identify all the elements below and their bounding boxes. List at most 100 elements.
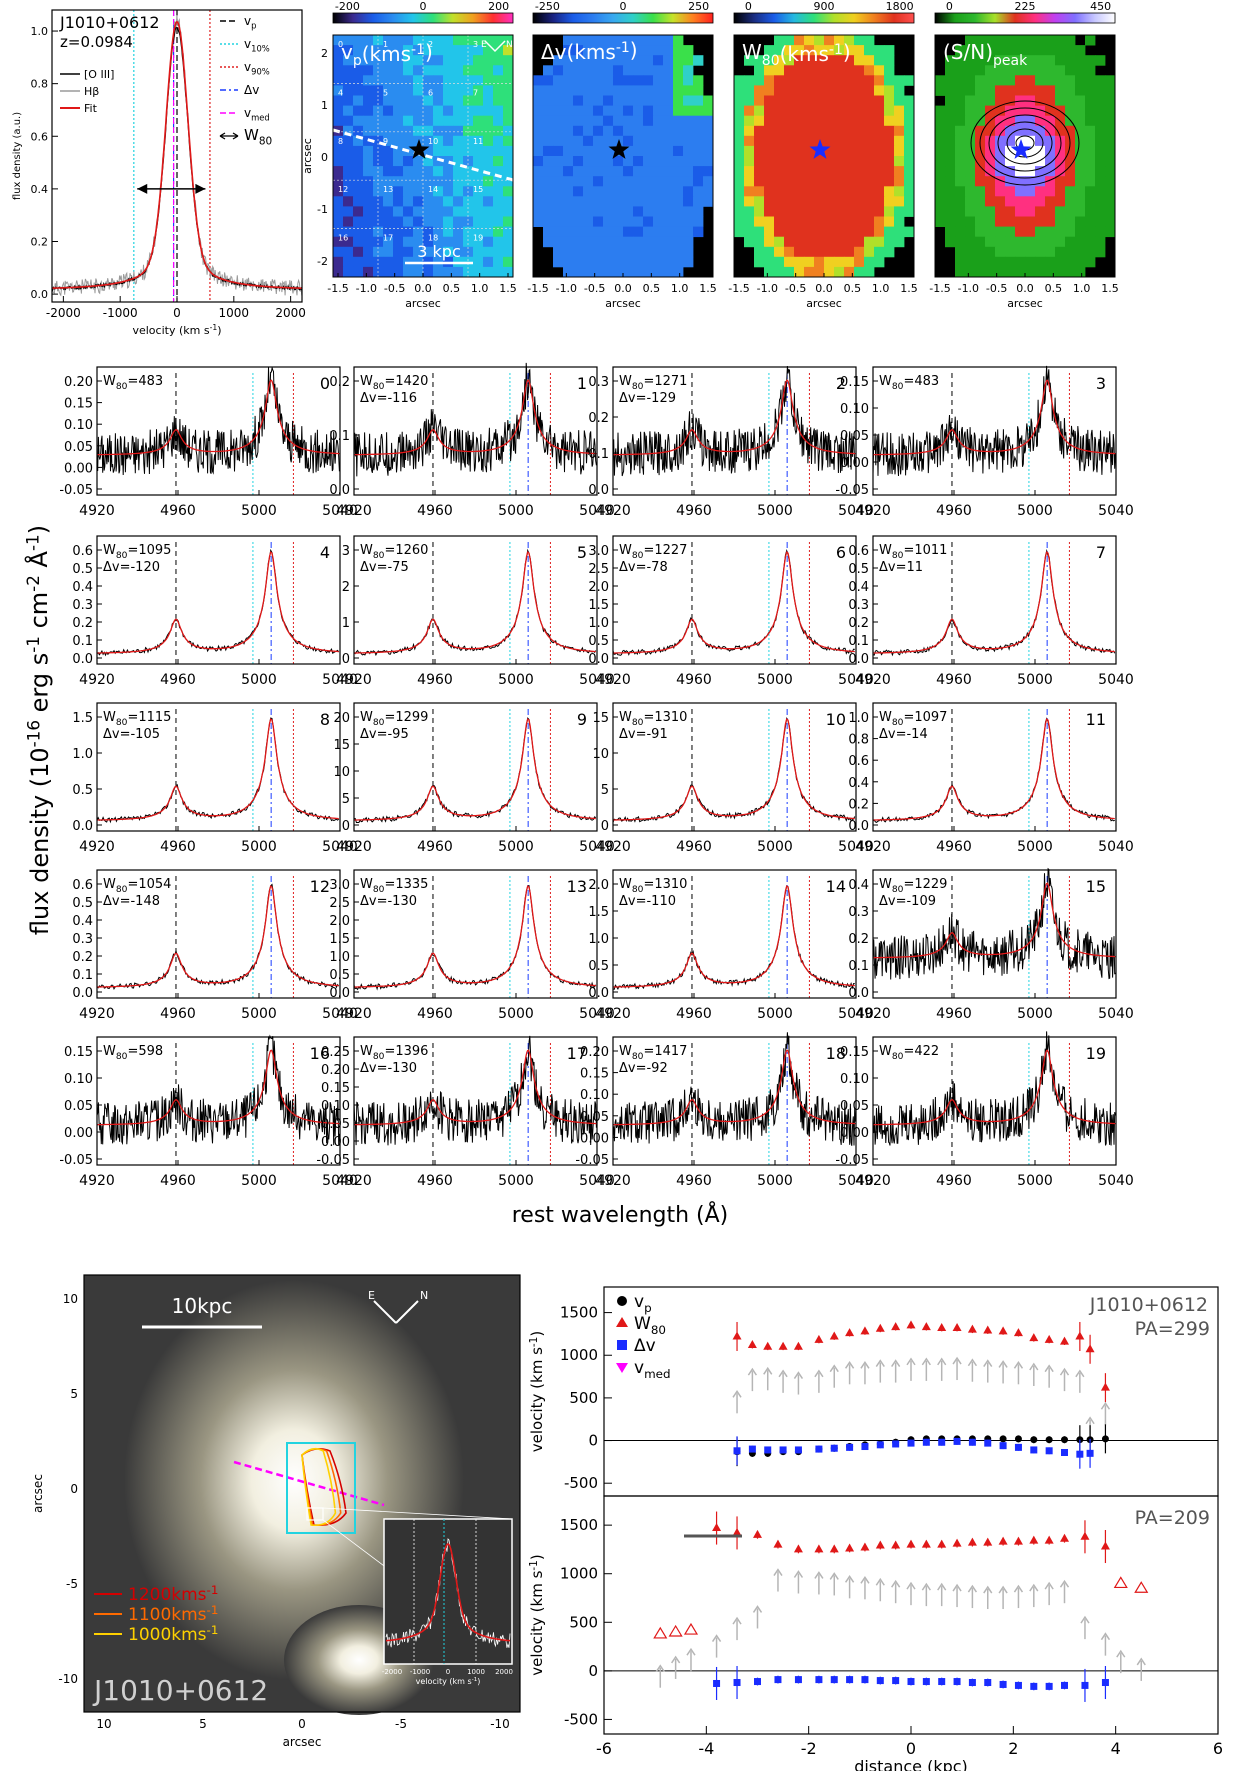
map-pixel [794, 135, 805, 147]
map-pixel [774, 226, 785, 238]
map-pixel [363, 125, 374, 137]
map-pixel [945, 236, 956, 248]
map-pixel [904, 95, 915, 106]
map-pixel [633, 266, 644, 278]
map-pixel [393, 206, 404, 217]
w80-limit-marker [683, 1622, 699, 1635]
map-pixel [573, 216, 584, 227]
map-pixel [363, 95, 374, 106]
map-pixel [653, 166, 664, 177]
bin-number: 5 [383, 88, 388, 97]
panel-dv-label: Δv=-130 [360, 894, 417, 909]
map-pixel [453, 35, 464, 46]
map-pixel [653, 135, 664, 147]
map-pixel [503, 95, 514, 106]
map-pixel [894, 176, 905, 187]
panel-y-tick-label: 0.15 [580, 1067, 609, 1082]
map-pixel [473, 196, 484, 207]
panel-y-tick-label: 0.1 [72, 634, 93, 649]
map-pixel [543, 156, 554, 167]
map-pixel [975, 95, 986, 106]
vmed-arrowhead [967, 1584, 978, 1593]
map-pixel [1075, 145, 1086, 157]
vmed-arrowhead [778, 1369, 788, 1378]
dv-marker [815, 1676, 823, 1684]
map-pixel [583, 125, 594, 137]
map-pixel [824, 125, 835, 137]
map-pixel [703, 95, 714, 106]
map-pixel [1055, 256, 1066, 268]
profile-x-tick-label: 2 [1008, 1739, 1018, 1758]
map-pixel [683, 145, 694, 157]
map-pixel [985, 236, 996, 248]
map-pixel [633, 166, 644, 177]
map-pixel [995, 156, 1006, 167]
map-pixel [563, 75, 574, 86]
map-pixel [1045, 55, 1056, 66]
map-pixel [603, 115, 614, 127]
map-pixel [1055, 246, 1066, 258]
w80-marker [1100, 1382, 1110, 1391]
map-pixel [784, 206, 795, 217]
map-pixel [955, 55, 966, 66]
map-pixel [764, 186, 775, 197]
x-tick-label: 0 [173, 306, 181, 320]
map-pixel [794, 166, 805, 177]
map-pixel [673, 156, 684, 167]
map-pixel [844, 196, 855, 207]
profile-y-tick-label: 1000 [560, 1346, 598, 1364]
map-pixel [1045, 236, 1056, 248]
map-pixel [443, 216, 454, 227]
map-pixel [623, 156, 634, 167]
map-pixel [433, 65, 444, 76]
map-pixel [423, 95, 434, 106]
map-pixel [573, 206, 584, 217]
map-pixel [844, 135, 855, 147]
map-pixel [884, 145, 895, 157]
map-pixel [975, 176, 986, 187]
map-pixel [814, 256, 825, 268]
map-pixel [463, 236, 474, 248]
spectrum-panel-16: 4920 4960 5000 50400.150.100.050.00-0.05W80… [59, 1034, 358, 1189]
map-pixel [784, 156, 795, 167]
panel-x-tick-label: 4920 [336, 839, 372, 855]
map-pixel [804, 35, 815, 46]
w80-marker [1029, 1333, 1039, 1342]
map-pixel [834, 85, 845, 96]
map-pixel [663, 206, 674, 217]
map-pixel [774, 65, 785, 76]
map-pixel [874, 55, 885, 66]
colorbar-tick-label: 0 [620, 0, 627, 13]
map-x-tick-label: 0.5 [443, 282, 461, 295]
map-pixel [1025, 176, 1036, 187]
panel-x-tick-label: 4960 [676, 672, 712, 688]
map-pixel [1085, 196, 1096, 207]
map-pixel [583, 95, 594, 106]
map-pixel [393, 145, 404, 157]
map-pixel [393, 95, 404, 106]
panel-fit-curve [873, 379, 1116, 456]
map-pixel [764, 75, 775, 86]
map-pixel [453, 236, 464, 248]
vmed-arrowhead [829, 1364, 839, 1373]
map-pixel [1085, 216, 1096, 227]
panel-w80-label: W80=1054 [103, 877, 171, 895]
map-pixel [383, 95, 394, 106]
map-pixel [754, 206, 765, 217]
image-x-tick-label: -10 [490, 1717, 510, 1731]
map-pixel [834, 156, 845, 167]
map-pixel [433, 145, 444, 157]
map-pixel [613, 226, 624, 238]
map-pixel [1055, 65, 1066, 76]
panel-dv-label: Δv=-14 [879, 727, 928, 742]
dv-marker [774, 1676, 782, 1684]
panel-y-tick-label: 0.05 [321, 1117, 350, 1132]
map-pixel [935, 216, 946, 227]
map-pixel [503, 156, 514, 167]
map-pixel [543, 105, 554, 117]
map-pixel [453, 226, 464, 238]
map-pixel [854, 166, 865, 177]
map-pixel [1045, 196, 1056, 207]
panel-x-tick-label: 5040 [579, 1173, 615, 1189]
map-pixel [423, 105, 434, 117]
